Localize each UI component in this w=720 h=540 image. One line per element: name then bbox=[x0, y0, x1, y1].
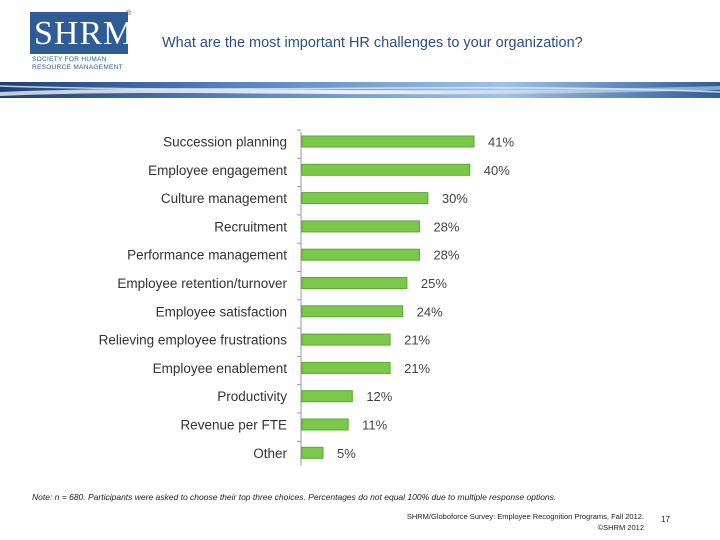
page-title: What are the most important HR challenge… bbox=[162, 35, 583, 51]
page-number: 17 bbox=[661, 515, 670, 524]
category-label: Employee engagement bbox=[148, 163, 287, 178]
bar bbox=[301, 192, 429, 205]
value-label: 28% bbox=[433, 219, 459, 234]
bar bbox=[301, 135, 475, 148]
value-label: 28% bbox=[433, 248, 459, 263]
category-label: Recruitment bbox=[214, 219, 287, 234]
source-line-1: SHRM/Globoforce Survey: Employee Recogni… bbox=[406, 512, 644, 521]
bar-chart: Succession planning Employee engagement Cu… bbox=[99, 129, 514, 466]
source-line-2: ©SHRM 2012 bbox=[597, 523, 644, 532]
logo-tagline: SOCIETY FOR HUMAN RESOURCE MANAGEMENT bbox=[32, 56, 123, 71]
bar bbox=[301, 418, 349, 431]
bar bbox=[301, 277, 408, 289]
category-label: Relieving employee frustrations bbox=[99, 333, 288, 348]
category-label: Culture management bbox=[161, 191, 287, 206]
category-label: Employee retention/turnover bbox=[117, 276, 287, 291]
value-label: 11% bbox=[362, 418, 387, 433]
source-citation: SHRM/Globoforce Survey: Employee Recogni… bbox=[407, 511, 644, 533]
footnote: Note: n = 680. Participants were asked t… bbox=[32, 492, 557, 502]
value-label: 5% bbox=[337, 446, 356, 461]
shrm-logo: SHRM ® SOCIETY FOR HUMAN RESOURCE MANAGE… bbox=[30, 10, 134, 76]
category-label: Employee satisfaction bbox=[156, 304, 287, 319]
category-label: Performance management bbox=[127, 248, 287, 263]
bar bbox=[301, 333, 391, 346]
value-label: 30% bbox=[442, 191, 468, 206]
bar bbox=[301, 163, 471, 176]
bar bbox=[301, 248, 420, 261]
value-label: 24% bbox=[417, 304, 443, 319]
value-label: 40% bbox=[484, 163, 510, 178]
bar bbox=[301, 305, 404, 318]
category-label: Productivity bbox=[217, 389, 287, 404]
category-label: Employee enablement bbox=[153, 361, 288, 376]
bar bbox=[301, 220, 420, 233]
logo-registered-mark: ® bbox=[126, 10, 132, 17]
bar bbox=[301, 361, 391, 374]
category-label: Succession planning bbox=[163, 135, 287, 150]
category-label: Other bbox=[253, 446, 287, 461]
value-label: 21% bbox=[404, 333, 430, 348]
bar bbox=[301, 390, 353, 403]
value-label: 12% bbox=[366, 389, 392, 404]
value-label: 25% bbox=[421, 276, 447, 291]
category-label: Revenue per FTE bbox=[180, 418, 287, 433]
value-label: 21% bbox=[404, 361, 430, 376]
logo-box: SHRM bbox=[30, 12, 133, 54]
logo-letters: SHRM bbox=[34, 15, 135, 52]
header-banner bbox=[0, 82, 720, 98]
bar bbox=[301, 446, 324, 459]
value-label: 41% bbox=[488, 135, 514, 150]
